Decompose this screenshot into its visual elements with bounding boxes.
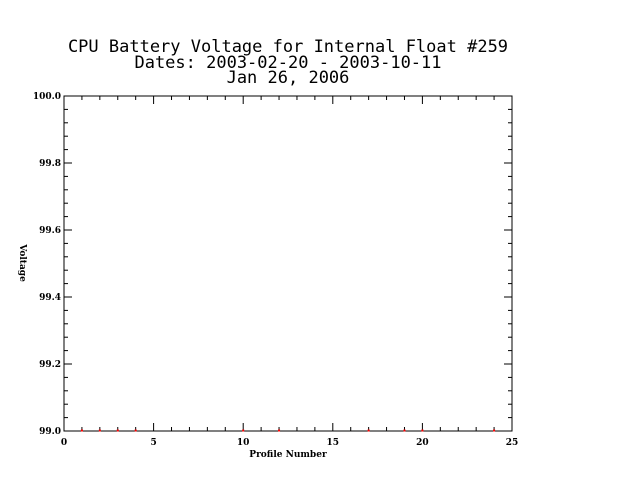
y-tick-label: 99.6 bbox=[39, 226, 61, 236]
data-point bbox=[80, 429, 83, 432]
data-point bbox=[242, 429, 245, 432]
x-tick-labels: 0 5 10 15 20 25 bbox=[61, 438, 518, 448]
x-tick-label: 25 bbox=[506, 438, 519, 448]
x-tick-label: 0 bbox=[61, 438, 67, 448]
y-axis-label: Voltage bbox=[17, 243, 27, 282]
data-point bbox=[493, 429, 496, 432]
y-tick-label: 100.0 bbox=[33, 92, 61, 102]
chart-title: CPU Battery Voltage for Internal Float #… bbox=[68, 37, 508, 88]
y-tick-label: 99.4 bbox=[39, 293, 61, 303]
plot-frame bbox=[63, 95, 513, 432]
x-tick-label: 10 bbox=[237, 438, 250, 448]
x-tick-label: 15 bbox=[327, 438, 340, 448]
title-line-1: CPU Battery Voltage for Internal Float #… bbox=[68, 37, 508, 57]
y-tick-label: 99.0 bbox=[39, 427, 61, 437]
x-axis-label: Profile Number bbox=[249, 450, 327, 460]
data-point bbox=[403, 429, 406, 432]
data-point bbox=[367, 429, 370, 432]
x-tick-label: 5 bbox=[150, 438, 156, 448]
data-point bbox=[421, 429, 424, 432]
data-point bbox=[278, 429, 281, 432]
data-point bbox=[134, 429, 137, 432]
title-line-3: Jan 26, 2006 bbox=[227, 68, 350, 88]
data-point bbox=[98, 429, 101, 432]
y-tick-label: 99.2 bbox=[39, 360, 61, 370]
y-tick-labels: 99.0 99.2 99.4 99.6 99.8 100.0 bbox=[33, 92, 61, 437]
x-tick-label: 20 bbox=[416, 438, 429, 448]
data-point bbox=[116, 429, 119, 432]
y-tick-label: 99.8 bbox=[39, 159, 61, 169]
axis-ticks bbox=[63, 95, 513, 432]
data-points bbox=[80, 429, 496, 432]
title-line-2: Dates: 2003-02-20 - 2003-10-11 bbox=[134, 53, 441, 73]
